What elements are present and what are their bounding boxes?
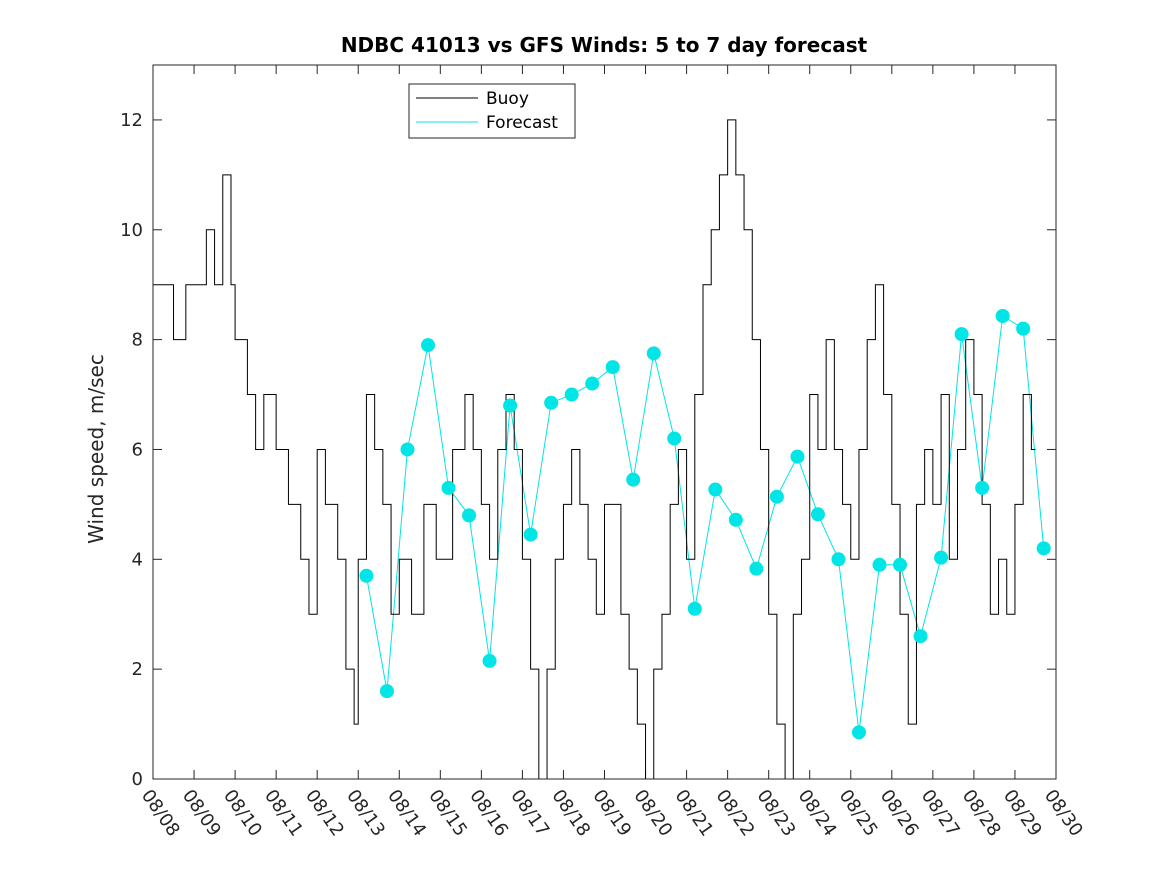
forecast-point bbox=[769, 489, 784, 504]
forecast-point bbox=[544, 395, 559, 410]
forecast-segment bbox=[755, 496, 778, 569]
forecast-point bbox=[790, 449, 805, 464]
forecast-segment bbox=[961, 334, 983, 488]
forecast-segment bbox=[776, 456, 798, 497]
forecast-segment bbox=[612, 366, 634, 480]
forecast-segment bbox=[386, 449, 408, 692]
chart-title: NDBC 41013 vs GFS Winds: 5 to 7 day fore… bbox=[341, 33, 868, 57]
forecast-point bbox=[400, 442, 415, 457]
forecast-segment bbox=[365, 575, 388, 692]
forecast-segment bbox=[920, 557, 942, 637]
forecast-segment bbox=[817, 514, 839, 560]
forecast-point bbox=[564, 387, 579, 402]
forecast-segment bbox=[632, 353, 655, 480]
forecast-point bbox=[851, 725, 866, 740]
forecast-segment bbox=[837, 559, 860, 733]
forecast-segment bbox=[427, 345, 450, 488]
forecast-point bbox=[831, 552, 846, 567]
forecast-point bbox=[1036, 541, 1051, 556]
forecast-point bbox=[379, 684, 394, 699]
y-tick-label: 2 bbox=[132, 659, 143, 680]
forecast-segment bbox=[940, 334, 963, 558]
forecast-point bbox=[687, 601, 702, 616]
forecast-point bbox=[728, 512, 743, 527]
forecast-point bbox=[585, 376, 600, 391]
forecast-point bbox=[605, 360, 620, 375]
forecast-segment bbox=[981, 315, 1004, 488]
forecast-point bbox=[523, 527, 538, 542]
y-axis: 0 2 4 6 8 10 12 bbox=[120, 110, 1056, 790]
forecast-segment bbox=[653, 353, 675, 439]
forecast-point bbox=[1016, 321, 1031, 336]
forecast-point bbox=[646, 346, 661, 361]
forecast-segment bbox=[694, 489, 716, 609]
forecast-point bbox=[708, 482, 723, 497]
forecast-point bbox=[749, 561, 764, 576]
legend-label-buoy: Buoy bbox=[486, 89, 529, 109]
forecast-segment bbox=[673, 438, 696, 609]
y-axis-label: Wind speed, m/sec bbox=[84, 354, 108, 544]
buoy-line bbox=[153, 119, 1036, 780]
forecast-point bbox=[893, 557, 908, 572]
forecast-point bbox=[810, 507, 825, 522]
y-tick-label: 12 bbox=[120, 110, 143, 131]
y-tick-label: 6 bbox=[132, 439, 143, 460]
forecast-point bbox=[462, 508, 477, 523]
forecast-point bbox=[503, 398, 518, 413]
forecast-lines bbox=[365, 315, 1045, 733]
forecast-point bbox=[421, 338, 436, 353]
forecast-segment bbox=[1022, 328, 1045, 549]
forecast-point bbox=[913, 629, 928, 644]
y-tick-label: 0 bbox=[132, 769, 143, 790]
forecast-segment bbox=[899, 564, 922, 637]
forecast-segment bbox=[796, 456, 819, 515]
forecast-point bbox=[482, 653, 497, 668]
forecast-dots bbox=[359, 308, 1051, 740]
forecast-point bbox=[872, 557, 887, 572]
plot-frame bbox=[152, 64, 1057, 780]
forecast-segment bbox=[509, 405, 532, 535]
forecast-point bbox=[954, 327, 969, 342]
forecast-segment bbox=[406, 345, 429, 450]
forecast-point bbox=[667, 431, 682, 446]
forecast-segment bbox=[489, 405, 511, 661]
forecast-point bbox=[934, 550, 949, 565]
legend: Buoy Forecast bbox=[408, 83, 576, 139]
legend-box bbox=[408, 83, 576, 139]
forecast-point bbox=[359, 568, 374, 583]
forecast-segment bbox=[858, 564, 881, 733]
forecast-segment bbox=[530, 402, 552, 535]
y-tick-label: 10 bbox=[120, 220, 143, 241]
y-tick-label: 4 bbox=[132, 549, 143, 570]
buoy-series bbox=[153, 119, 1036, 780]
forecast-point bbox=[626, 472, 641, 487]
forecast-point bbox=[995, 308, 1010, 323]
y-tick-label: 8 bbox=[132, 330, 143, 351]
forecast-point bbox=[975, 480, 990, 495]
forecast-point bbox=[441, 480, 456, 495]
forecast-segment bbox=[735, 519, 757, 569]
plot-area bbox=[153, 65, 1056, 779]
forecast-segment bbox=[468, 515, 491, 661]
legend-label-forecast: Forecast bbox=[486, 113, 558, 133]
